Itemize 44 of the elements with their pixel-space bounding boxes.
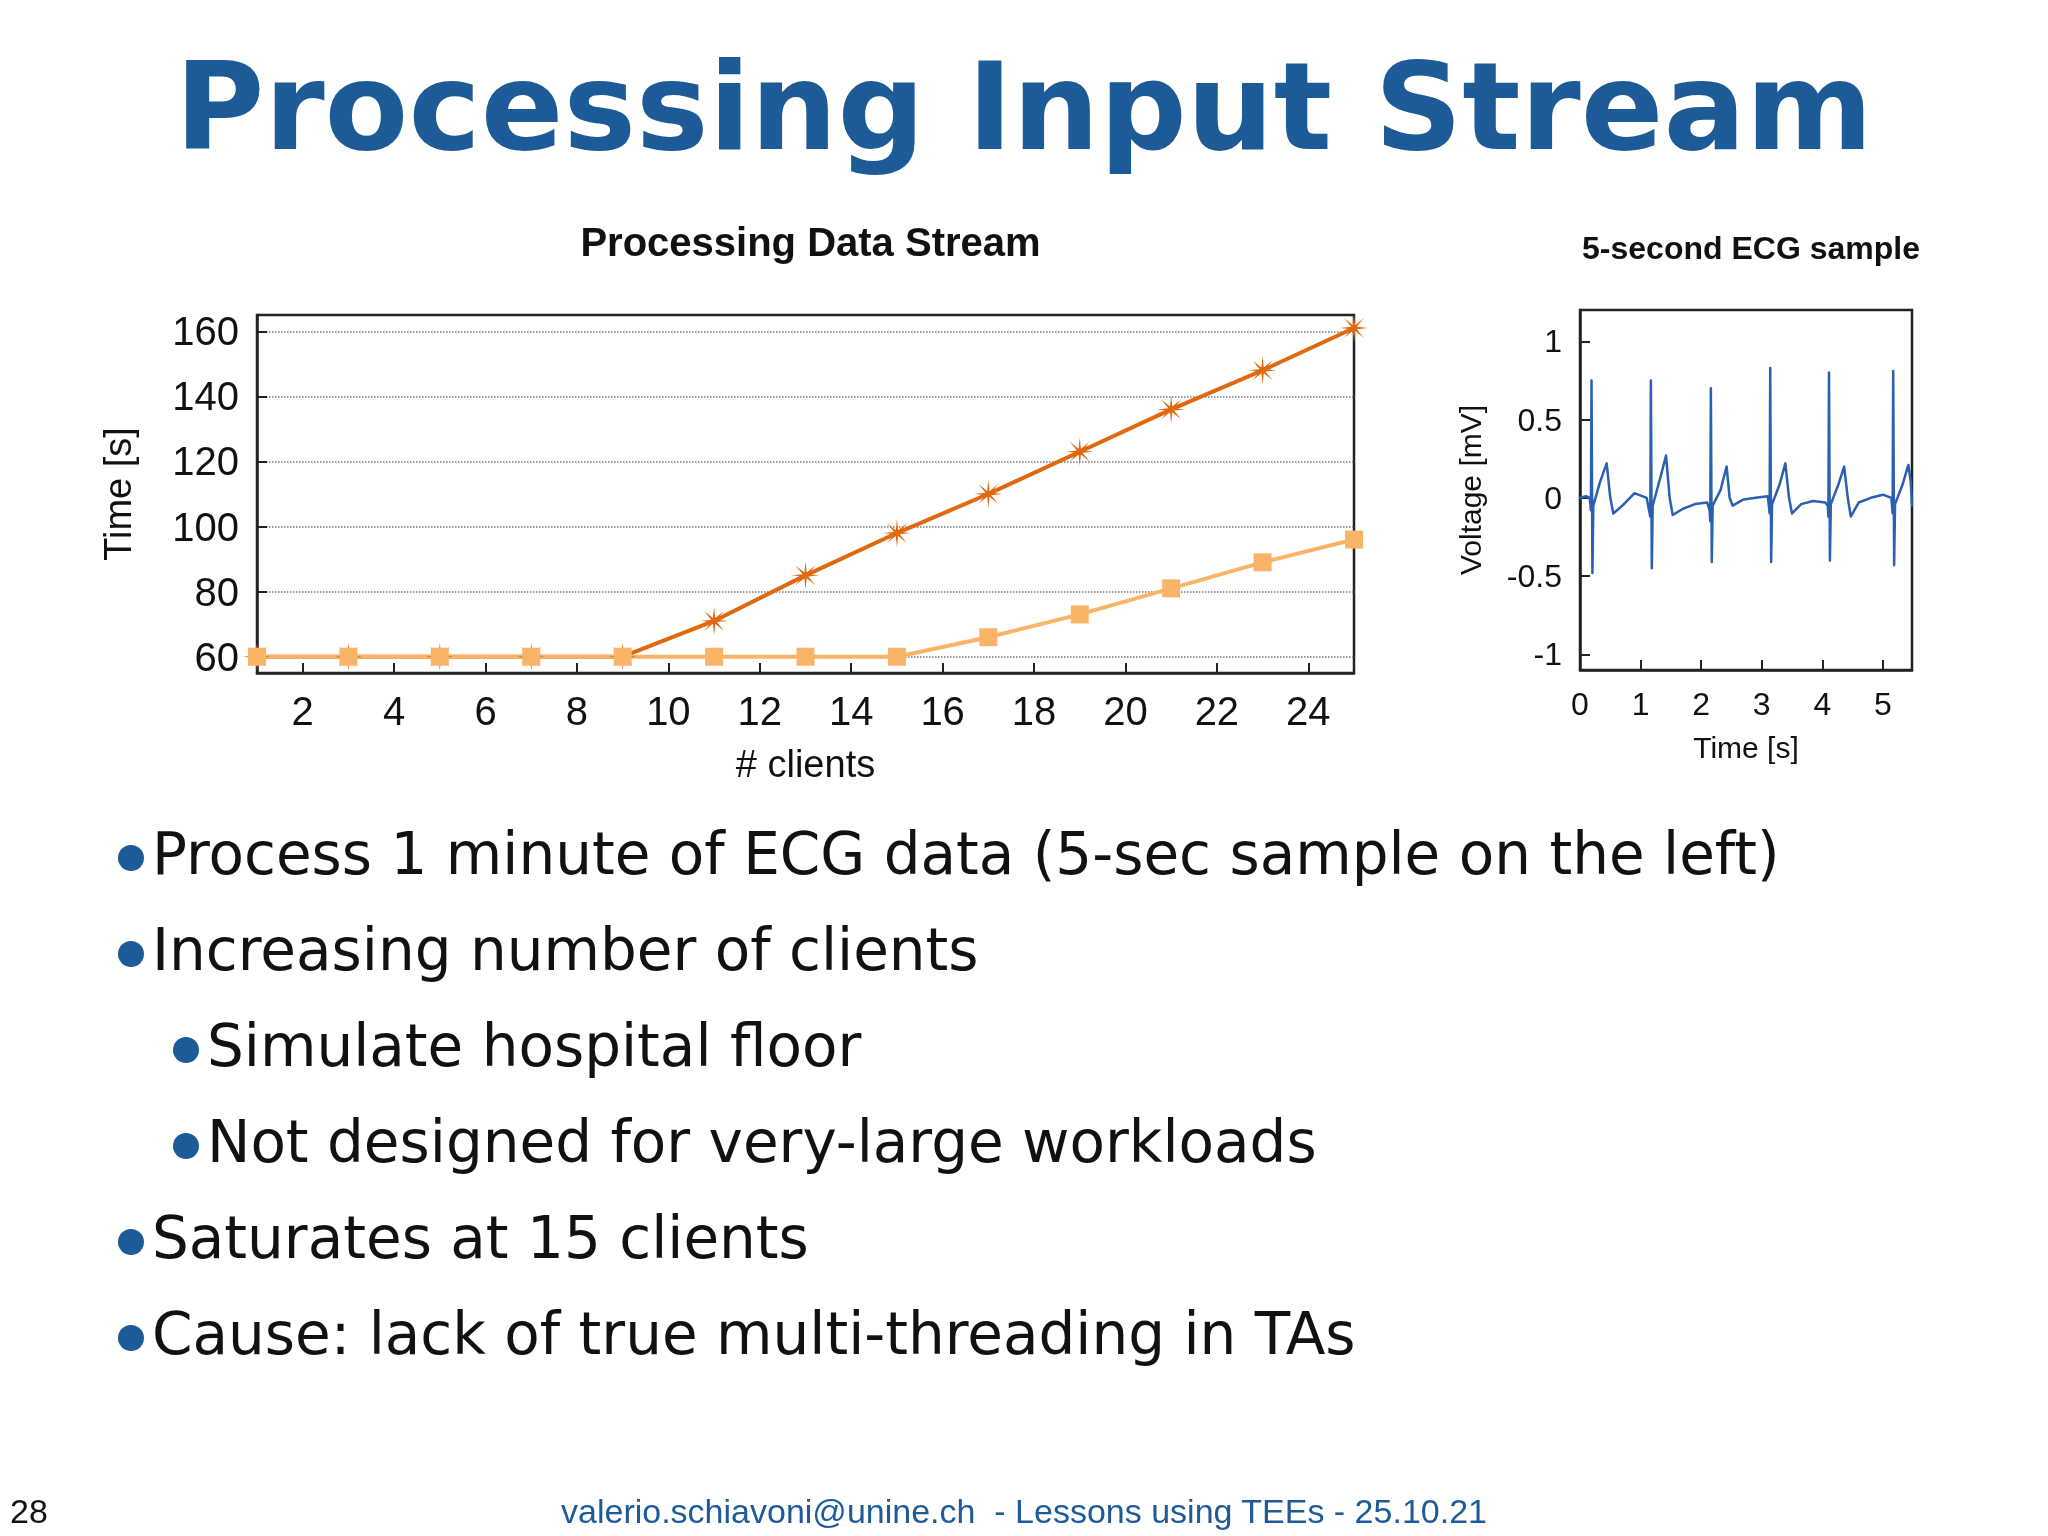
x-tick-label: 22 [1194,689,1240,733]
x-axis-title: # clients [735,743,876,785]
text: Process 1 minute of ECG data (5-sec sample on the left) [151,820,1780,888]
x-tick-label: 5 [1874,686,1892,722]
x-tick-label: 2 [1692,686,1711,722]
x-axis-title: Time [s] [1693,730,1799,764]
text: Processing Input Stream [174,36,1874,178]
x-tick-label: 4 [383,689,406,733]
y-axis-title: Voltage [mV] [1453,404,1487,576]
y-tick-label: 140 [172,374,239,419]
text: Not designed for very-large workloads [206,1108,1317,1176]
x-tick-label: 3 [1752,686,1771,722]
x-tick-label: 2 [291,689,314,733]
y-tick-label: 0.5 [1517,401,1562,438]
x-tick-label: 16 [920,689,965,733]
x-tick-label: 0 [1571,686,1589,722]
y-tick-label: -1 [1533,636,1562,673]
text: Simulate hospital floor [206,1012,862,1080]
x-tick-label: 24 [1286,689,1331,733]
y-tick-label: 120 [172,439,239,484]
x-tick-label: 14 [828,689,874,733]
x-tick-label: 6 [474,689,497,733]
x-tick-label: 4 [1813,686,1832,722]
x-tick-label: 10 [646,689,691,733]
y-axis-title: Time [s] [97,427,139,561]
x-tick-label: 12 [737,689,783,733]
text: Increasing number of clients [151,916,979,984]
y-tick-label: 1 [1544,323,1562,360]
y-tick-label: 0 [1544,479,1562,516]
chart-title: 5-second ECG sample [1582,230,1920,266]
y-tick-label: 100 [172,504,239,549]
x-tick-label: 18 [1011,689,1057,733]
y-tick-label: 160 [172,309,239,354]
y-tick-label: 60 [194,634,239,679]
text: 28 [10,1492,48,1531]
y-tick-label: 80 [194,569,239,614]
text: valerio.schiavoni@unine.ch - Lessons using TEEs - 25.10.21 [561,1492,1487,1530]
chart-title: Processing Data Stream [580,220,1041,264]
y-tick-label: -0.5 [1506,558,1562,595]
text: Cause: lack of true multi-threading in TAs [151,1300,1356,1368]
x-tick-label: 1 [1631,686,1650,722]
x-tick-label: 8 [565,689,589,733]
x-tick-label: 20 [1103,689,1148,733]
text: Saturates at 15 clients [151,1204,809,1272]
